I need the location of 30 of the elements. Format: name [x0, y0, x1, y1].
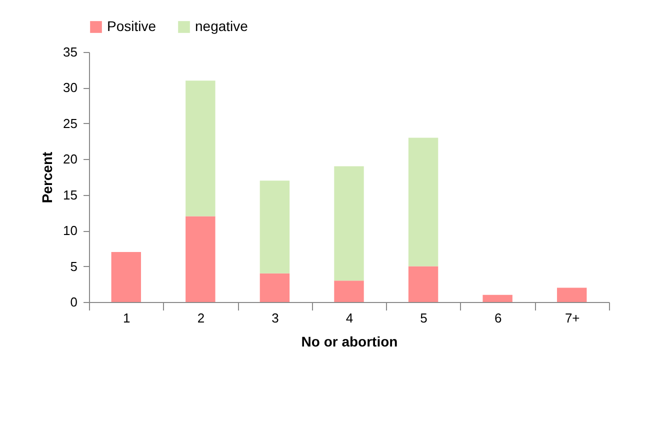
bar [482, 294, 512, 302]
bar [111, 252, 141, 302]
y-tick-label: 30 [63, 80, 78, 96]
y-tick-label: 25 [63, 116, 78, 131]
x-tick-label: 4 [346, 310, 354, 326]
x-tick-label: 5 [420, 310, 428, 326]
bar [334, 166, 364, 281]
bar [260, 273, 290, 302]
bar [186, 216, 216, 302]
x-tick-label: 1 [123, 310, 130, 326]
x-tick-label: 2 [197, 310, 205, 326]
y-axis-title: Percent [39, 151, 56, 204]
bar [260, 180, 290, 274]
x-tick-label: 3 [272, 310, 279, 326]
legend-label: negative [195, 18, 248, 34]
y-tick-label: 20 [63, 152, 78, 167]
x-tick-label: 6 [494, 310, 502, 326]
y-tick-label: 35 [63, 44, 78, 60]
bar [408, 138, 438, 266]
y-tick-label: 0 [70, 294, 78, 310]
x-tick-label: 7+ [564, 310, 580, 326]
y-tick-label: 5 [70, 258, 78, 274]
bar [557, 288, 587, 302]
x-axis-title: No or abortion [301, 334, 398, 350]
bar [186, 80, 216, 216]
y-tick-label: 10 [63, 223, 78, 238]
bar [408, 266, 438, 302]
legend-label: Positive [107, 18, 156, 34]
y-tick-label: 15 [63, 187, 78, 202]
bar [334, 280, 364, 302]
